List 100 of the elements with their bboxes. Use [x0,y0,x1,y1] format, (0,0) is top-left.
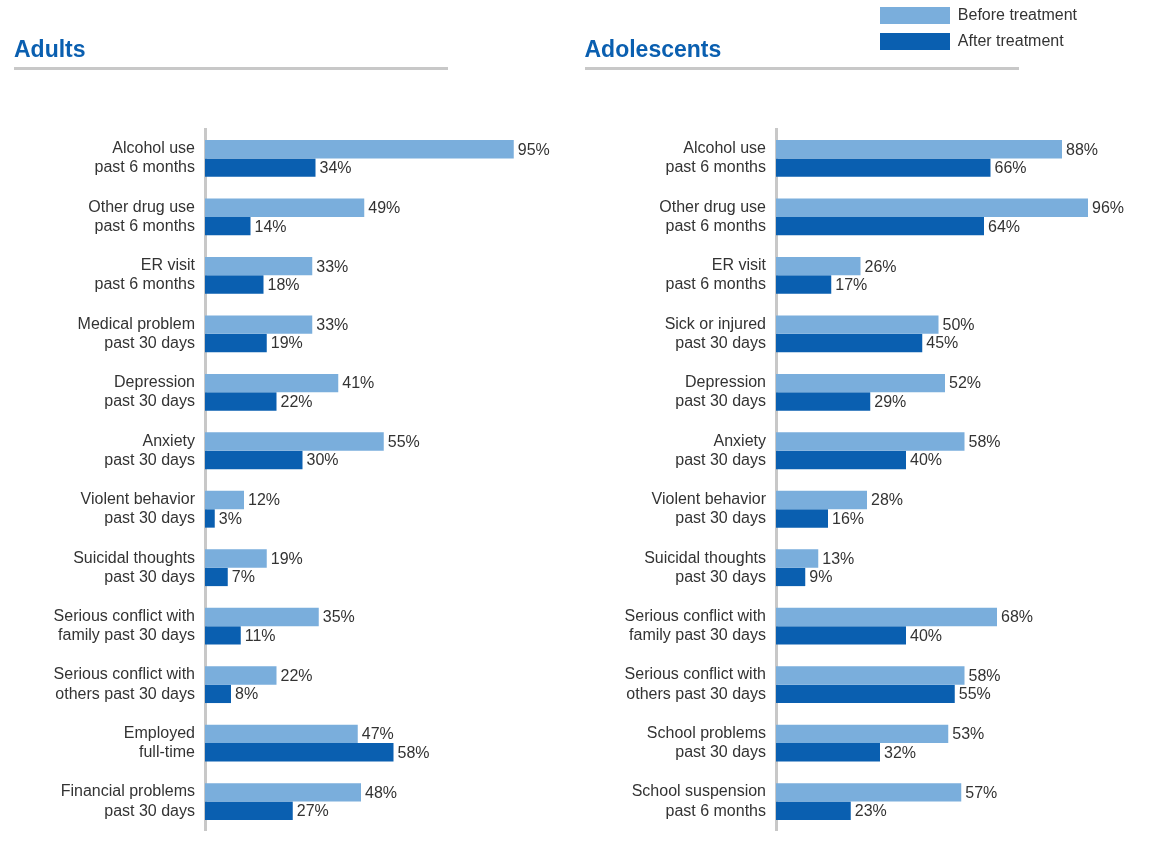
bar [205,743,394,762]
y-tick-label: Alcohol use past 6 months [94,139,196,176]
data-label: 16% [831,509,864,527]
data-label: 29% [873,392,906,410]
y-tick-label: Suicidal thoughts past 30 days [73,548,195,585]
bar [205,158,316,177]
bar [775,333,922,353]
data-label: 35% [322,608,355,626]
y-tick-label: Serious conflict with others past 30 days [53,665,195,702]
data-label: 26% [864,257,897,275]
bar [775,158,990,177]
data-label: 68% [1000,608,1033,626]
data-label: 33% [316,316,349,334]
y-tick-label: Anxiety past 30 days [674,431,766,468]
bar [775,373,945,393]
y-tick-label: Serious conflict with family past 30 days [53,606,195,644]
y-tick-label: Violent behavior past 30 days [651,490,767,527]
bar [775,432,964,451]
bar [205,373,339,393]
data-label: 19% [270,334,303,352]
data-label: 58% [968,432,1001,450]
bar [775,743,880,762]
data-label: 49% [368,199,401,217]
data-label: 58% [397,743,430,761]
bar [205,333,267,353]
data-label: 22% [280,666,313,684]
data-label: 17% [834,275,867,293]
y-tick-label: School problems past 30 days [646,723,766,761]
data-label: 7% [231,568,255,586]
y-tick-label: ER visit past 6 months [94,256,196,293]
bar [775,216,984,236]
data-label: 12% [248,491,281,509]
y-tick-label: Serious conflict with family past 30 days [624,606,766,644]
y-tick-label: Anxiety past 30 days [104,431,195,468]
bar [205,607,319,627]
data-label: 32% [883,743,916,761]
data-label: 52% [948,374,981,392]
data-label: 8% [235,685,259,703]
y-tick-label: Depression past 30 days [674,373,766,410]
data-label: 96% [1091,199,1124,217]
bar [775,275,831,294]
bar [205,783,361,802]
y-tick-label: Medical problem past 30 days [77,314,195,351]
data-label: 22% [280,392,313,410]
bar [205,509,215,528]
data-label: 95% [517,140,550,158]
bar [205,392,277,411]
y-tick-label: Suicidal thoughts past 30 days [643,548,766,585]
data-label: 66% [994,159,1027,177]
y-tick-label: Depression past 30 days [104,373,195,410]
data-label: 34% [319,159,352,177]
data-label: 58% [968,666,1001,684]
bar [775,607,997,627]
bar [205,490,244,510]
data-label: 57% [964,783,997,801]
chart-title: Adolescents [584,36,722,62]
data-label: 33% [316,257,349,275]
data-label: 48% [365,783,398,801]
legend-label: Before treatment [957,6,1077,24]
bar [775,783,961,802]
data-label: 40% [909,451,942,469]
bar [775,256,860,276]
bar [775,509,828,528]
data-label: 23% [854,802,887,820]
y-tick-label: Serious conflict with others past 30 days [624,665,766,702]
bar [205,567,228,587]
data-label: 64% [987,217,1020,235]
bar [775,801,851,820]
y-tick-label: Violent behavior past 30 days [80,490,196,527]
bar [205,432,384,451]
bar [205,801,293,820]
bar [205,140,514,159]
bar [775,198,1088,217]
bar [205,549,267,568]
bar [775,549,818,568]
bar [775,140,1062,159]
y-tick-label: Financial problems past 30 days [60,782,195,819]
bar [205,450,303,470]
data-label: 19% [270,549,303,567]
bar [205,198,365,217]
data-label: 18% [267,275,300,293]
bar [205,256,313,276]
data-label: 55% [387,432,420,450]
y-tick-label: Other drug use past 6 months [88,197,196,234]
chart-title: Adults [14,36,448,70]
data-label: 3% [218,509,242,527]
bar [205,666,277,685]
data-label: 40% [909,626,942,644]
data-label: 53% [951,725,984,743]
data-label: 47% [361,725,394,743]
bar [775,567,805,587]
data-label: 9% [808,568,832,586]
bar [775,490,867,510]
data-label: 50% [942,316,975,334]
y-tick-label: Other drug use past 6 months [658,197,766,234]
bar [775,450,906,470]
bar [775,666,964,685]
y-tick-label: Alcohol use past 6 months [665,139,766,176]
data-label: 13% [821,549,854,567]
bar [205,216,251,236]
